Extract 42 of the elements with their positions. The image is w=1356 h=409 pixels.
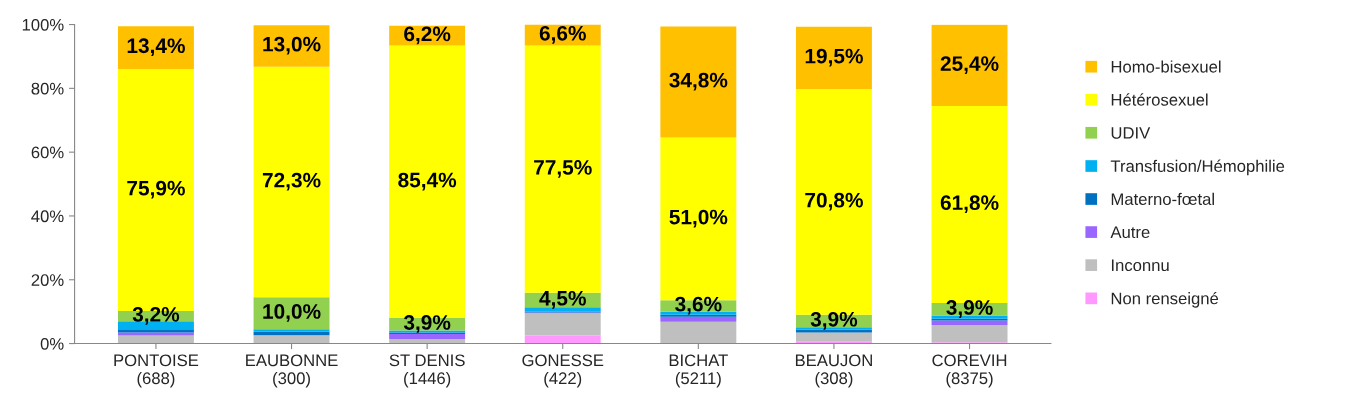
data-label: 3,9%	[946, 300, 993, 318]
y-tick-label: 40%	[31, 210, 64, 223]
data-label: 13,0%	[263, 36, 321, 55]
x-tick-label: COREVIH (8375)	[932, 354, 1007, 388]
data-label: 72,3%	[262, 172, 321, 191]
x-tick-label: GONESSE (422)	[522, 354, 604, 388]
x-tick-label: PONTOISE (688)	[114, 354, 199, 388]
data-label: 70,8%	[805, 192, 863, 211]
data-label: 25,4%	[940, 56, 999, 74]
legend-label: Hétérosexuel	[1111, 93, 1208, 106]
data-label: 85,4%	[398, 172, 457, 191]
y-tick-label: 0%	[40, 337, 64, 350]
x-tick-label: BEAUJON (308)	[795, 354, 872, 388]
data-label: 34,8%	[669, 72, 728, 91]
data-label: 10,0%	[263, 304, 321, 322]
data-label: 51,0%	[669, 209, 728, 228]
data-label: 3,9%	[403, 315, 451, 333]
data-label: 3,6%	[675, 296, 722, 315]
data-label: 77,5%	[534, 160, 592, 178]
y-tick-label: 60%	[31, 146, 64, 159]
y-tick-label: 80%	[31, 82, 64, 95]
x-tick-label: BICHAT (5211)	[669, 354, 728, 388]
data-label: 6,2%	[404, 26, 451, 45]
legend-label: Materno-fœtal	[1111, 192, 1214, 206]
legend-label: Inconnu	[1111, 259, 1169, 272]
data-label: 75,9%	[127, 180, 185, 199]
data-label: 19,5%	[805, 48, 863, 67]
data-label: 6,6%	[539, 25, 586, 44]
data-label: 3,9%	[810, 311, 858, 330]
legend-label: Autre	[1110, 226, 1150, 239]
data-label: 13,4%	[127, 38, 185, 57]
data-label: 61,8%	[940, 195, 999, 214]
legend-label: Homo-bisexuel	[1111, 60, 1221, 73]
y-tick-label: 20%	[31, 274, 64, 286]
legend-label: Transfusion/Hémophilie	[1110, 159, 1285, 176]
x-tick-label: ST DENIS (1446)	[389, 354, 465, 388]
data-label: 3,2%	[132, 306, 180, 325]
legend-label: Non renseigné	[1111, 291, 1219, 308]
legend-label: UDIV	[1111, 127, 1151, 139]
x-tick-label: EAUBONNE (300)	[246, 354, 338, 388]
data-label: 4,5%	[539, 290, 586, 309]
y-tick-label: 100%	[22, 18, 64, 31]
